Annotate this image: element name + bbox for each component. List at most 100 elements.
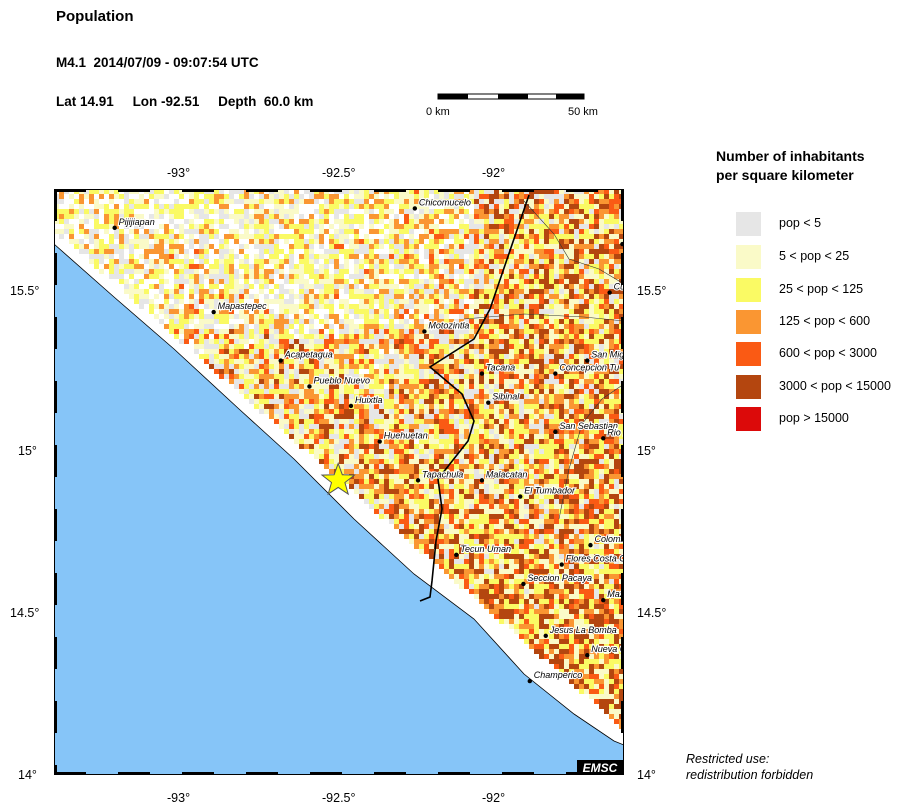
population-cell xyxy=(239,299,244,304)
population-cell xyxy=(604,214,609,219)
population-cell xyxy=(104,249,109,254)
population-cell xyxy=(279,289,284,294)
population-cell xyxy=(559,284,564,289)
right-tick-3: 14.5° xyxy=(637,606,667,620)
population-cell xyxy=(369,194,374,199)
population-cell xyxy=(229,309,234,314)
population-cell xyxy=(409,194,414,199)
population-cell xyxy=(259,334,264,339)
population-cell xyxy=(579,494,584,499)
population-cell xyxy=(454,449,459,454)
population-cell xyxy=(549,379,554,384)
population-cell xyxy=(564,489,569,494)
population-cell xyxy=(149,234,154,239)
population-cell xyxy=(614,204,619,209)
population-cell xyxy=(354,204,359,209)
population-cell xyxy=(389,389,394,394)
population-cell xyxy=(469,459,474,464)
population-cell xyxy=(469,344,474,349)
population-cell xyxy=(359,384,364,389)
population-cell xyxy=(259,319,264,324)
population-cell xyxy=(549,369,554,374)
population-cell xyxy=(504,224,509,229)
population-cell xyxy=(369,454,374,459)
population-cell xyxy=(149,249,154,254)
population-cell xyxy=(529,469,534,474)
population-cell xyxy=(404,304,409,309)
population-cell xyxy=(614,434,619,439)
population-cell xyxy=(439,494,444,499)
population-cell xyxy=(79,199,84,204)
population-cell xyxy=(599,369,604,374)
population-cell xyxy=(89,214,94,219)
population-cell xyxy=(404,334,409,339)
population-cell xyxy=(344,449,349,454)
population-cell xyxy=(449,219,454,224)
population-cell xyxy=(344,199,349,204)
population-cell xyxy=(524,474,529,479)
population-cell xyxy=(514,269,519,274)
population-cell xyxy=(289,204,294,209)
population-cell xyxy=(389,444,394,449)
population-cell xyxy=(329,399,334,404)
population-cell xyxy=(584,479,589,484)
population-cell xyxy=(274,194,279,199)
population-cell xyxy=(344,359,349,364)
population-cell xyxy=(284,279,289,284)
population-cell xyxy=(404,229,409,234)
population-cell xyxy=(494,224,499,229)
population-cell xyxy=(299,364,304,369)
population-cell xyxy=(419,284,424,289)
population-cell xyxy=(539,464,544,469)
population-cell xyxy=(619,479,624,484)
population-cell xyxy=(574,359,579,364)
population-cell xyxy=(589,349,594,354)
population-cell xyxy=(364,309,369,314)
population-cell xyxy=(159,289,164,294)
population-cell xyxy=(374,229,379,234)
population-cell xyxy=(89,209,94,214)
population-cell xyxy=(589,354,594,359)
population-cell xyxy=(524,334,529,339)
population-cell xyxy=(419,399,424,404)
population-cell xyxy=(479,189,484,194)
population-cell xyxy=(484,269,489,274)
population-cell xyxy=(504,209,509,214)
population-cell xyxy=(524,364,529,369)
population-cell xyxy=(209,194,214,199)
population-cell xyxy=(364,494,369,499)
population-cell xyxy=(359,409,364,414)
population-cell xyxy=(314,304,319,309)
population-cell xyxy=(454,429,459,434)
population-cell xyxy=(289,424,294,429)
population-cell xyxy=(429,354,434,359)
population-cell xyxy=(159,244,164,249)
population-cell xyxy=(509,254,514,259)
population-cell xyxy=(214,234,219,239)
population-cell xyxy=(494,419,499,424)
population-cell xyxy=(294,319,299,324)
population-cell xyxy=(379,414,384,419)
population-cell xyxy=(524,289,529,294)
population-cell xyxy=(414,424,419,429)
population-cell xyxy=(604,199,609,204)
population-cell xyxy=(324,384,329,389)
population-cell xyxy=(244,259,249,264)
population-cell xyxy=(379,369,384,374)
population-cell xyxy=(564,474,569,479)
population-cell xyxy=(444,219,449,224)
population-cell xyxy=(144,244,149,249)
population-cell xyxy=(454,484,459,489)
population-cell xyxy=(499,249,504,254)
population-cell xyxy=(124,264,129,269)
population-cell xyxy=(359,419,364,424)
population-cell xyxy=(384,394,389,399)
population-cell xyxy=(264,349,269,354)
population-cell xyxy=(389,379,394,384)
population-cell xyxy=(449,209,454,214)
population-cell xyxy=(589,479,594,484)
population-cell xyxy=(539,329,544,334)
population-cell xyxy=(369,474,374,479)
population-cell xyxy=(484,229,489,234)
population-cell xyxy=(299,239,304,244)
